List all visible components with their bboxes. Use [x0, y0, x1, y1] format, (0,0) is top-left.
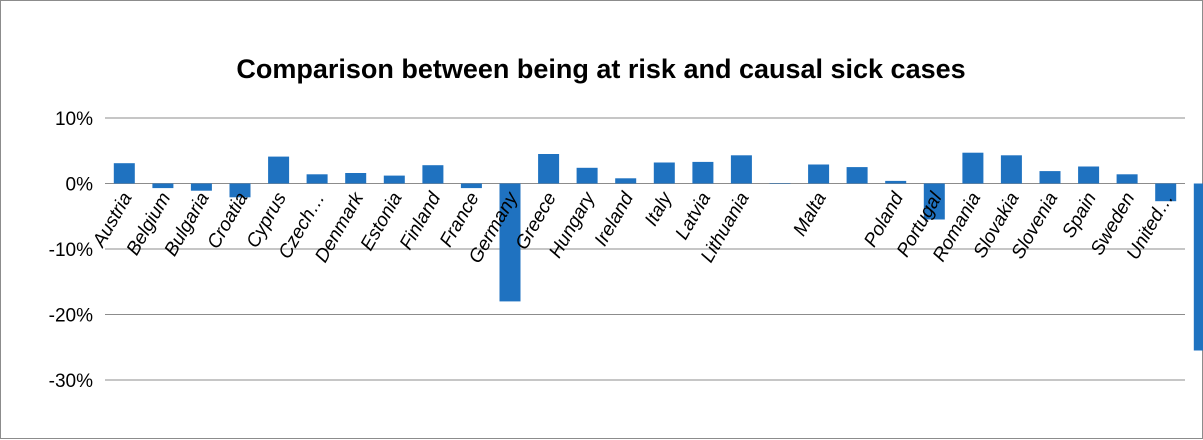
bar	[808, 164, 830, 184]
bar	[229, 183, 251, 198]
bar	[113, 163, 135, 184]
bar	[1155, 183, 1177, 202]
bar	[692, 161, 714, 184]
y-tick-label: -10%	[49, 240, 93, 261]
bar	[615, 178, 637, 184]
bar	[422, 165, 444, 184]
y-tick-label: 0%	[66, 175, 94, 196]
bar	[268, 156, 290, 184]
bar	[152, 183, 174, 189]
bar	[653, 162, 675, 184]
bar	[923, 183, 945, 220]
bar	[846, 167, 868, 184]
bar	[499, 183, 521, 302]
chart-title: Comparison between being at risk and cau…	[236, 54, 965, 84]
bar	[962, 152, 984, 184]
x-tick-label: Ireland	[591, 188, 639, 250]
bar	[1078, 166, 1100, 184]
bars	[113, 152, 1203, 351]
bar	[460, 183, 482, 189]
x-tick-label: Malta	[790, 189, 831, 240]
bar	[306, 174, 328, 184]
bar	[730, 155, 752, 184]
bar	[1000, 155, 1022, 184]
y-tick-label: -30%	[49, 371, 93, 392]
bar	[1039, 171, 1061, 184]
bar	[576, 167, 598, 184]
bar	[1193, 183, 1203, 351]
bar	[769, 183, 791, 184]
bar	[345, 173, 367, 184]
bar	[383, 175, 405, 184]
bar	[538, 154, 560, 184]
bar	[885, 180, 907, 184]
x-tick-label: Italy	[641, 188, 677, 230]
bar	[190, 183, 212, 191]
y-tick-label: 10%	[55, 109, 93, 130]
y-axis-tick-labels: 10% 0% -10% -20% -30%	[49, 109, 93, 392]
x-axis-category-labels: AustriaBelgiumBulgariaCroatiaCyprusCzech…	[88, 188, 1178, 267]
bar	[1116, 174, 1138, 184]
y-tick-label: -20%	[49, 306, 93, 327]
